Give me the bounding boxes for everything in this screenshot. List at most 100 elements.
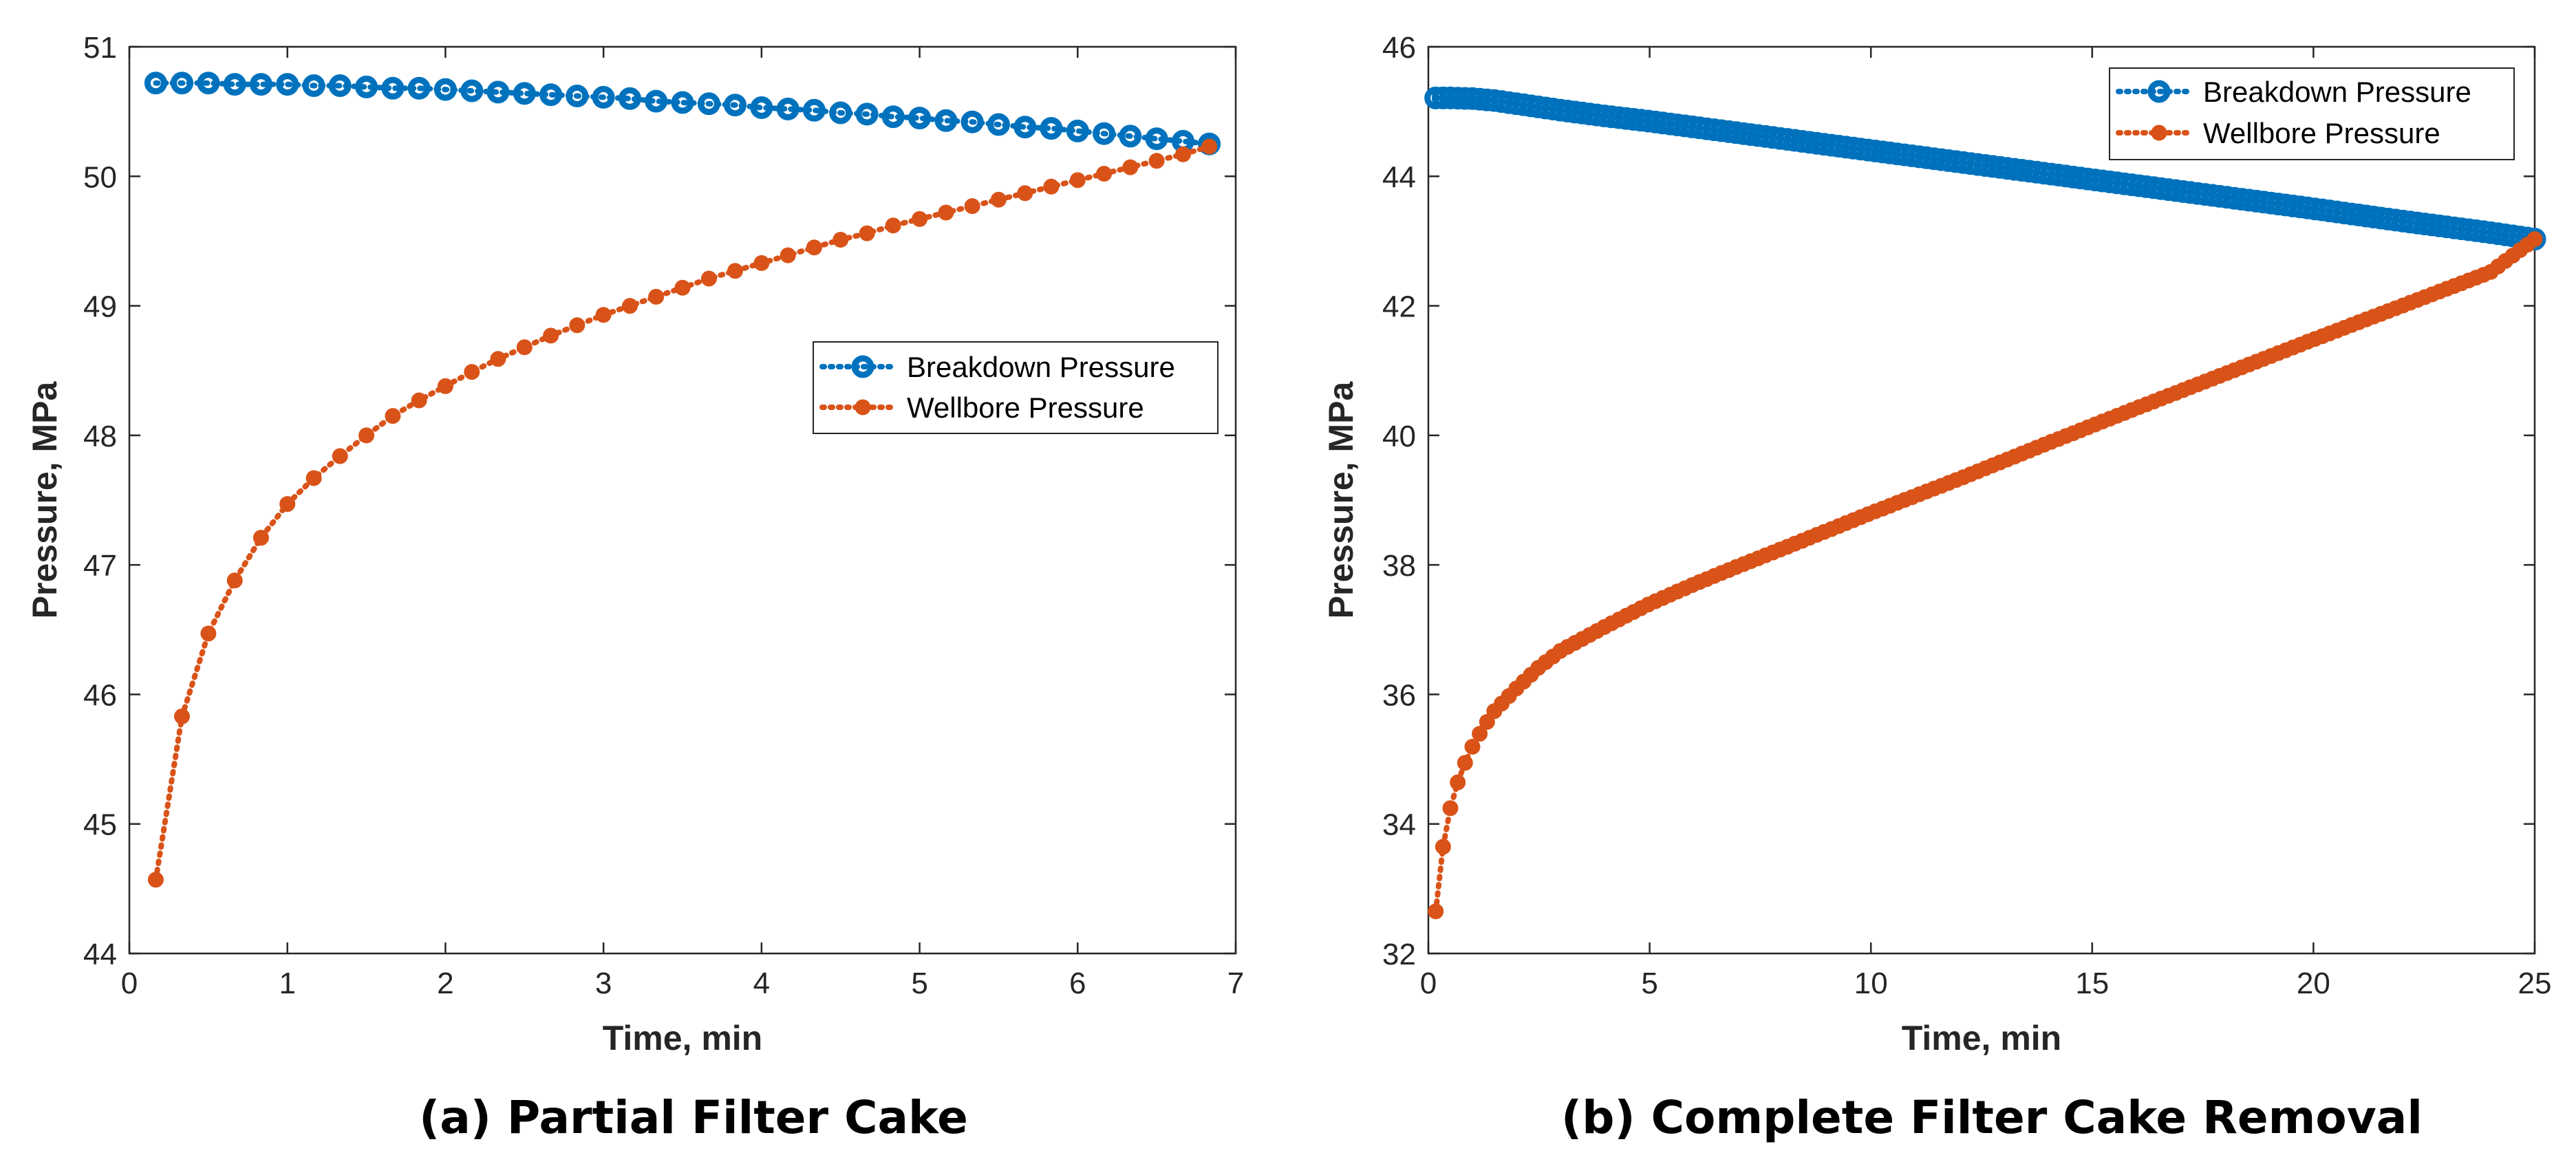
panel-a-wellbore-point bbox=[1148, 153, 1165, 169]
panel-a-breakdown-point bbox=[987, 113, 1010, 136]
panel-a-breakdown-point bbox=[407, 76, 431, 100]
panel-b-x-tick-label: 25 bbox=[2518, 967, 2552, 1000]
panel-a-y-tick-label: 50 bbox=[83, 160, 117, 194]
panel-a-wellbore-point bbox=[938, 204, 954, 221]
panel-b-x-tick-label: 5 bbox=[1641, 967, 1657, 1000]
panel-b: 0 5 10 15 20 25 32 34 36 38 40 42 44 46 Time, min Pre… bbox=[1322, 31, 2551, 1144]
panel-a-x-tick-label: 3 bbox=[595, 967, 612, 1000]
panel-b-legend: Breakdown Pressure Wellbore Pressure bbox=[2109, 67, 2515, 160]
panel-a-x-tick-label: 6 bbox=[1069, 967, 1086, 1000]
panel-b-caption: (b) Complete Filter Cake Removal bbox=[1561, 1091, 2423, 1144]
panel-a-breakdown-point bbox=[566, 85, 589, 107]
panel-a-y-tick-label: 51 bbox=[83, 31, 117, 65]
panel-a-wellbore-point bbox=[174, 708, 190, 724]
panel-b-y-axis-label: Pressure, MPa bbox=[1322, 380, 1360, 618]
panel-b-series-markers-wellbore bbox=[1428, 231, 2543, 920]
panel-a-wellbore-point bbox=[411, 392, 427, 409]
panel-a-breakdown-point bbox=[960, 110, 984, 133]
panel-a-legend-box bbox=[813, 341, 1219, 434]
panel-b-y-tick-label: 40 bbox=[1382, 420, 1416, 453]
panel-a-wellbore-point bbox=[1069, 172, 1086, 188]
panel-a-wellbore-point bbox=[964, 198, 980, 215]
panel-a-wellbore-point bbox=[200, 625, 217, 642]
panel-a-x-tick-label: 0 bbox=[121, 967, 138, 1000]
panel-b-y-tick-label: 34 bbox=[1382, 808, 1416, 842]
panel-a-breakdown-point bbox=[776, 97, 799, 120]
panel-a-wellbore-point bbox=[780, 247, 796, 263]
panel-a-breakdown-point bbox=[750, 96, 773, 119]
panel-a-wellbore-point bbox=[806, 239, 822, 256]
panel-a-y-tick-label: 46 bbox=[83, 678, 117, 712]
panel-a-wellbore-point bbox=[385, 408, 401, 424]
panel-b-y-tick-label: 42 bbox=[1382, 290, 1416, 324]
panel-a-breakdown-point bbox=[1040, 117, 1063, 140]
panel-a-legend-marker-wellbore bbox=[855, 399, 871, 416]
panel-b-wellbore-point bbox=[1457, 755, 1473, 771]
panel-b-x-tick-label: 20 bbox=[2297, 967, 2330, 1000]
panel-b-x-tick-label: 0 bbox=[1420, 967, 1437, 1000]
panel-a-y-tick-label: 49 bbox=[83, 290, 117, 324]
panel-b-wellbore-point bbox=[1442, 800, 1459, 817]
panel-a-wellbore-point bbox=[727, 263, 743, 279]
panel-a-wellbore-point bbox=[332, 448, 348, 464]
panel-b-ticks: 0 5 10 15 20 25 32 34 36 38 40 42 44 46 bbox=[1382, 31, 2551, 1000]
panel-a-series-markers-wellbore bbox=[147, 138, 1218, 888]
panel-a-wellbore-point bbox=[516, 339, 533, 356]
panel-a-wellbore-point bbox=[990, 191, 1007, 208]
panel-a-wellbore-point bbox=[859, 225, 875, 241]
panel-b-wellbore-point bbox=[1472, 726, 1488, 742]
panel-a-wellbore-point bbox=[753, 255, 770, 271]
panel-b-y-tick-label: 32 bbox=[1382, 938, 1416, 971]
panel-b-x-tick-label: 15 bbox=[2075, 967, 2109, 1000]
panel-a-x-tick-label: 1 bbox=[279, 967, 295, 1000]
panel-a-legend-entry-wellbore: Wellbore Pressure bbox=[819, 391, 1144, 424]
panel-a-wellbore-point bbox=[1175, 146, 1191, 162]
panel-b-legend-marker-breakdown bbox=[2147, 80, 2171, 103]
panel-a-x-tick-label: 4 bbox=[753, 967, 770, 1000]
panel-a-series bbox=[144, 72, 1221, 888]
panel-a-wellbore-point bbox=[595, 307, 612, 323]
panel-b-y-tick-label: 38 bbox=[1382, 549, 1416, 583]
panel-a-breakdown-point bbox=[302, 74, 325, 97]
panel-a-wellbore-point bbox=[1096, 166, 1113, 182]
panel-b-legend-label-breakdown: Breakdown Pressure bbox=[2203, 76, 2471, 108]
panel-a-breakdown-point bbox=[829, 101, 852, 125]
panel-a-wellbore-point bbox=[885, 217, 901, 234]
panel-b-wellbore-point bbox=[1479, 713, 1495, 730]
panel-a-legend-marker-breakdown bbox=[851, 355, 874, 378]
panel-a-breakdown-point bbox=[645, 89, 668, 113]
panel-b-y-tick-label: 46 bbox=[1382, 31, 1416, 65]
panel-a-breakdown-point bbox=[881, 105, 905, 129]
panel-a-breakdown-point bbox=[619, 87, 641, 110]
panel-a-breakdown-point bbox=[328, 74, 352, 97]
panel-b-series bbox=[1424, 86, 2546, 920]
panel-a-breakdown-point bbox=[934, 109, 958, 132]
panel-b-y-tick-label: 44 bbox=[1382, 160, 1416, 194]
panel-a-x-tick-label: 5 bbox=[911, 967, 927, 1000]
panel-a-breakdown-point bbox=[592, 85, 615, 109]
panel-a-breakdown-point bbox=[144, 72, 167, 95]
panel-a-breakdown-point bbox=[276, 73, 299, 96]
panel-b-wellbore-point bbox=[2526, 231, 2543, 248]
panel-a-wellbore-point bbox=[253, 530, 269, 546]
panel-a-wellbore-point bbox=[912, 211, 928, 227]
panel-b-x-axis-label: Time, min bbox=[1902, 1019, 2061, 1057]
panel-a-breakdown-point bbox=[724, 94, 747, 117]
panel-a-wellbore-point bbox=[279, 496, 296, 513]
panel-a-breakdown-point bbox=[1013, 116, 1037, 139]
panel-a-wellbore-point bbox=[543, 327, 559, 344]
panel-b-legend-entry-breakdown: Breakdown Pressure bbox=[2116, 76, 2471, 108]
panel-a-wellbore-point bbox=[1122, 159, 1139, 175]
panel-a-breakdown-point bbox=[1119, 125, 1142, 148]
panel-a-breakdown-point bbox=[908, 107, 932, 130]
panel-a-breakdown-point bbox=[249, 73, 272, 96]
panel-a-breakdown-point bbox=[697, 92, 720, 116]
panel-a-breakdown-point bbox=[1093, 122, 1116, 145]
panel-a-legend-label-wellbore: Wellbore Pressure bbox=[907, 391, 1144, 424]
panel-a-breakdown-point bbox=[486, 80, 510, 104]
panel-a-wellbore-point bbox=[437, 378, 453, 394]
panel-a-y-tick-label: 45 bbox=[83, 808, 117, 842]
panel-b-legend-marker-wellbore bbox=[2151, 125, 2167, 141]
